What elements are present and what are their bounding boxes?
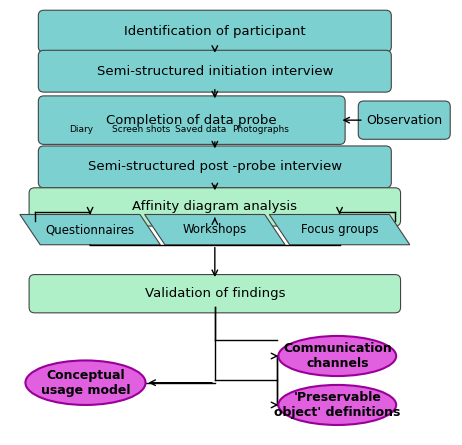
FancyBboxPatch shape: [38, 96, 345, 144]
Text: Affinity diagram analysis: Affinity diagram analysis: [132, 200, 298, 214]
FancyBboxPatch shape: [38, 146, 391, 188]
Text: Identification of participant: Identification of participant: [124, 24, 306, 38]
FancyBboxPatch shape: [359, 101, 450, 139]
Text: Observation: Observation: [366, 113, 442, 127]
Text: Focus groups: Focus groups: [301, 223, 378, 236]
Ellipse shape: [278, 336, 396, 376]
Text: Questionnaires: Questionnaires: [46, 223, 134, 236]
Text: Screen shots: Screen shots: [112, 125, 170, 134]
Text: Diary: Diary: [69, 125, 93, 134]
Text: Completion of data probe: Completion of data probe: [106, 113, 277, 127]
Text: Semi-structured post -probe interview: Semi-structured post -probe interview: [88, 160, 342, 174]
FancyBboxPatch shape: [38, 50, 391, 92]
Text: 'Preservable
object' definitions: 'Preservable object' definitions: [274, 391, 401, 419]
Polygon shape: [269, 214, 410, 245]
Ellipse shape: [25, 360, 146, 405]
Ellipse shape: [278, 385, 396, 425]
Text: Workshops: Workshops: [182, 223, 247, 236]
Text: Photographs: Photographs: [232, 125, 290, 134]
Text: Semi-structured initiation interview: Semi-structured initiation interview: [97, 65, 333, 78]
Polygon shape: [145, 214, 285, 245]
Text: Communication
channels: Communication channels: [283, 342, 392, 370]
FancyBboxPatch shape: [29, 275, 401, 313]
Polygon shape: [20, 214, 160, 245]
Text: Saved data: Saved data: [176, 125, 226, 134]
Text: Conceptual
usage model: Conceptual usage model: [41, 369, 130, 396]
Text: Validation of findings: Validation of findings: [145, 287, 285, 300]
FancyBboxPatch shape: [29, 188, 401, 226]
FancyBboxPatch shape: [38, 10, 391, 52]
